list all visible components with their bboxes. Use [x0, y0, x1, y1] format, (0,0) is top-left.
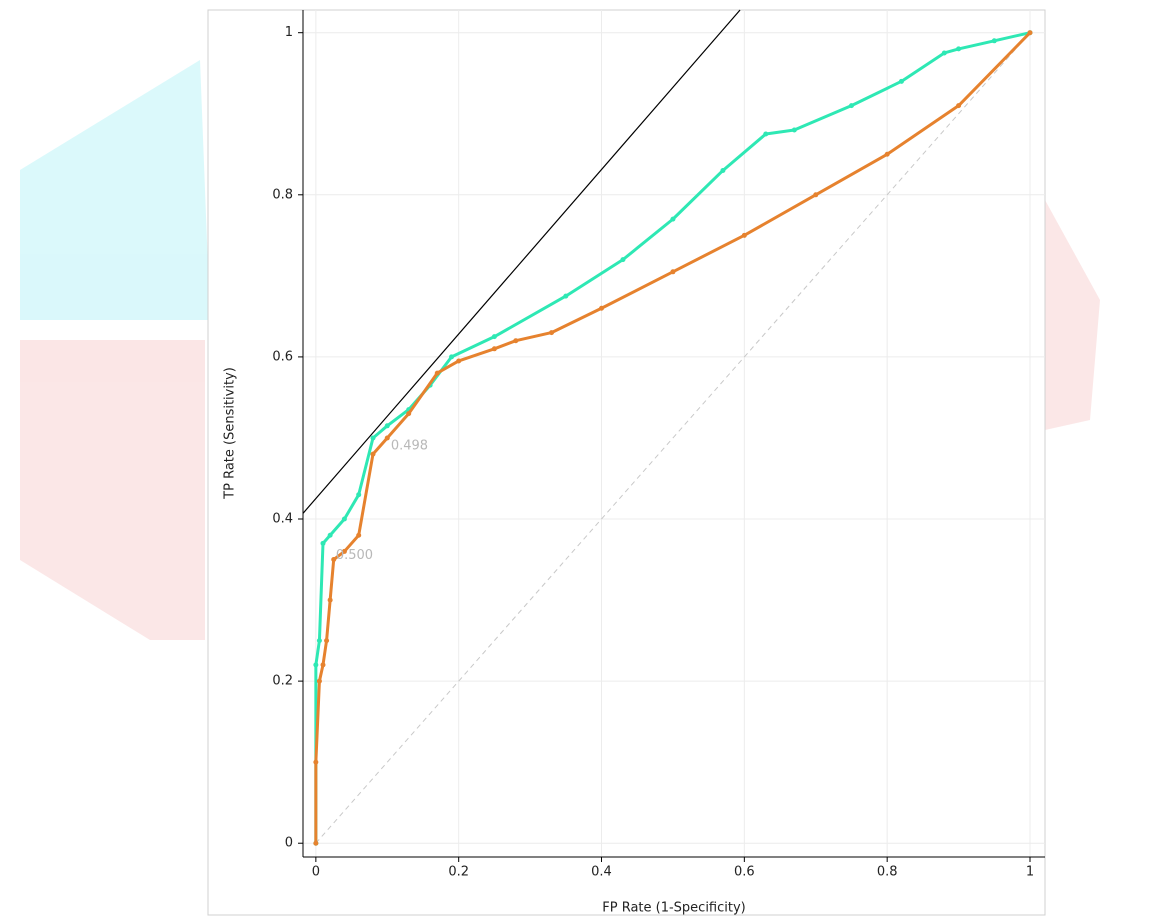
roc-point — [848, 103, 854, 109]
roc-point — [898, 78, 904, 84]
roc-point — [620, 257, 626, 263]
diagonal-line — [315, 32, 1031, 844]
roc-curve — [314, 31, 1032, 844]
threshold-label: 0.498 — [391, 439, 428, 454]
roc-point — [884, 151, 890, 157]
roc-point — [356, 532, 362, 538]
roc-point — [320, 662, 326, 668]
watermark — [20, 60, 1100, 640]
y-tick-label: 0.6 — [272, 349, 293, 364]
y-tick-label: 0.8 — [272, 187, 293, 202]
threshold-label: 0.500 — [336, 548, 373, 563]
roc-point — [313, 759, 319, 765]
roc-point — [991, 38, 997, 44]
roc-point — [670, 269, 676, 275]
roc-point — [327, 532, 333, 538]
roc-point — [370, 435, 376, 441]
roc-point — [341, 516, 347, 522]
roc-point — [813, 192, 819, 198]
roc-point — [563, 293, 569, 299]
roc-point — [491, 346, 497, 352]
roc-point — [313, 662, 319, 668]
roc-point — [491, 334, 497, 340]
roc-point — [956, 103, 962, 109]
roc-point — [370, 451, 376, 457]
x-tick-label: 1 — [1026, 865, 1034, 880]
roc-point — [449, 354, 455, 360]
roc-point — [549, 330, 555, 336]
y-tick-label: 0.2 — [272, 674, 293, 689]
roc-point — [316, 638, 322, 644]
roc-point — [331, 557, 337, 563]
x-tick-label: 0 — [312, 865, 320, 880]
y-tick-label: 1 — [285, 25, 293, 40]
roc-point — [456, 358, 462, 364]
x-axis-label: FP Rate (1-Specificity) — [602, 901, 746, 916]
roc-point — [316, 678, 322, 684]
roc-point — [741, 232, 747, 238]
roc-point — [763, 131, 769, 137]
tangent-line — [302, 9, 741, 514]
roc-point — [384, 423, 390, 429]
roc-point — [327, 597, 333, 603]
roc-point — [434, 370, 440, 376]
x-tick-label: 0.6 — [734, 865, 755, 880]
x-tick-label: 0.2 — [448, 865, 469, 880]
roc-point — [670, 216, 676, 222]
roc-point — [313, 840, 319, 846]
roc-point — [791, 127, 797, 133]
roc-point — [406, 411, 412, 417]
roc-point — [356, 492, 362, 498]
roc-point — [324, 638, 330, 644]
roc-point — [320, 540, 326, 546]
roc-point — [513, 338, 519, 344]
roc-point — [956, 46, 962, 52]
roc-point — [1027, 30, 1033, 36]
roc-point — [384, 435, 390, 441]
y-tick-label: 0.4 — [272, 512, 293, 527]
y-axis-label: TP Rate (Sensitivity) — [223, 367, 238, 500]
roc-point — [720, 167, 726, 173]
roc-point — [941, 50, 947, 56]
x-tick-label: 0.4 — [591, 865, 612, 880]
x-tick-label: 0.8 — [877, 865, 898, 880]
roc-point — [341, 548, 347, 554]
plot-frame — [207, 9, 1046, 916]
y-tick-label: 0 — [285, 836, 293, 851]
roc-point — [599, 305, 605, 311]
